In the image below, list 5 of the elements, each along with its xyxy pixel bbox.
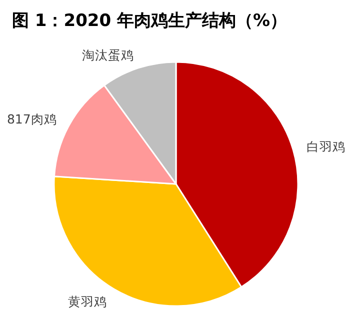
slice-label: 黄羽鸡	[68, 294, 107, 310]
slice-label: 817肉鸡	[6, 111, 57, 126]
slice-label: 白羽鸡	[306, 139, 346, 154]
slice-label: 淘汰蛋鸡	[82, 48, 134, 63]
chart-title: 图 1：2020 年肉鸡生产结构（%）	[12, 11, 288, 31]
